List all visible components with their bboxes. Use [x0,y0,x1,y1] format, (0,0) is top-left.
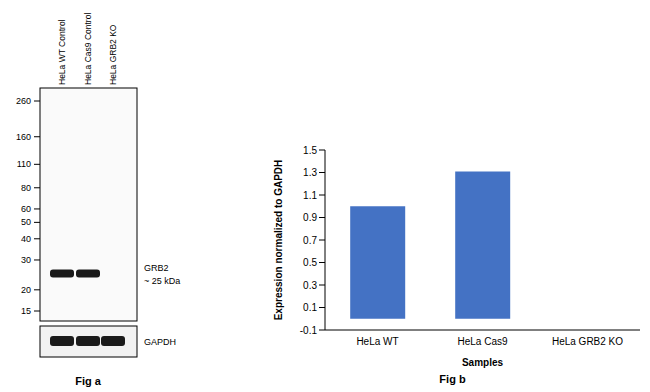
svg-text:HeLa WT: HeLa WT [356,336,398,347]
svg-text:60: 60 [21,204,31,214]
svg-text:HeLa Cas9: HeLa Cas9 [457,336,507,347]
svg-text:0.9: 0.9 [303,212,317,223]
svg-text:0.3: 0.3 [303,280,317,291]
svg-text:GAPDH: GAPDH [144,337,176,347]
svg-text:50: 50 [21,217,31,227]
svg-text:HeLa GRB2 KO: HeLa GRB2 KO [552,336,623,347]
svg-text:15: 15 [21,306,31,316]
svg-text:0.5: 0.5 [303,257,317,268]
svg-text:260: 260 [16,96,31,106]
svg-text:1.3: 1.3 [303,167,317,178]
svg-text:110: 110 [17,159,31,169]
svg-text:HeLa GRB2 KO: HeLa GRB2 KO [108,24,118,85]
svg-text:30: 30 [21,255,31,265]
svg-text:HeLa WT Control: HeLa WT Control [57,19,67,85]
svg-text:40: 40 [21,234,31,244]
html-text:Fig b: Fig b [439,373,466,385]
svg-text:HeLa Cas9 Control: HeLa Cas9 Control [83,13,93,85]
svg-text:20: 20 [21,285,31,295]
svg-text:~ 25 kDa: ~ 25 kDa [144,276,180,286]
svg-text:1.1: 1.1 [303,190,317,201]
svg-text:0.7: 0.7 [303,235,317,246]
svg-text:1.5: 1.5 [303,145,317,156]
svg-text:Samples: Samples [462,357,504,368]
svg-text:-0.1: -0.1 [300,325,318,336]
svg-text:Fig a: Fig a [75,375,102,387]
svg-text:0.1: 0.1 [303,302,317,313]
svg-text:Expression normalized to GAPDH: Expression normalized to GAPDH [273,160,284,321]
svg-text:GRB2: GRB2 [144,263,169,273]
svg-text:160: 160 [16,132,31,142]
svg-text:80: 80 [21,183,31,193]
